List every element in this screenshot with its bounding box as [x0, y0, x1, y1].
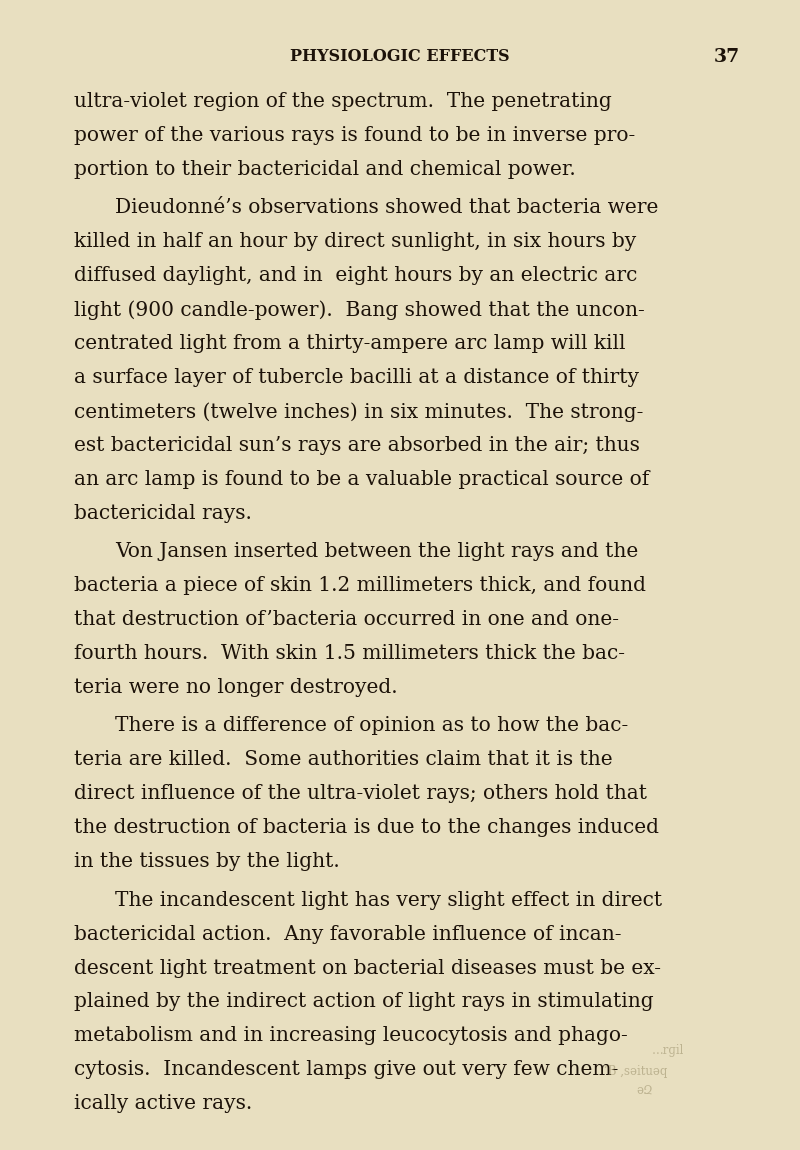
Text: est bactericidal sun’s rays are absorbed in the air; thus: est bactericidal sun’s rays are absorbed… [74, 436, 639, 455]
Text: an arc lamp is found to be a valuable practical source of: an arc lamp is found to be a valuable pr… [74, 469, 649, 489]
Text: ’B ,səituəq: ’B ,səituəq [604, 1065, 667, 1078]
Text: portion to their bactericidal and chemical power.: portion to their bactericidal and chemic… [74, 160, 575, 179]
Text: diffused daylight, and in  eight hours by an electric arc: diffused daylight, and in eight hours by… [74, 266, 637, 285]
Text: direct influence of the ultra-violet rays; others hold that: direct influence of the ultra-violet ray… [74, 784, 646, 804]
Text: …rɡil: …rɡil [652, 1044, 684, 1057]
Text: fourth hours.  With skin 1.5 millimeters thick the bac-: fourth hours. With skin 1.5 millimeters … [74, 644, 625, 664]
Text: teria were no longer destroyed.: teria were no longer destroyed. [74, 677, 398, 697]
Text: bacteria a piece of skin 1.2 millimeters thick, and found: bacteria a piece of skin 1.2 millimeters… [74, 576, 646, 596]
Text: Dieudonné’s observations showed that bacteria were: Dieudonné’s observations showed that bac… [115, 198, 658, 217]
Text: əԶ: əԶ [636, 1084, 653, 1097]
Text: metabolism and in increasing leucocytosis and phago-: metabolism and in increasing leucocytosi… [74, 1026, 627, 1045]
Text: There is a difference of opinion as to how the bac-: There is a difference of opinion as to h… [115, 716, 629, 736]
Text: teria are killed.  Some authorities claim that it is the: teria are killed. Some authorities claim… [74, 750, 612, 769]
Text: descent light treatment on bacterial diseases must be ex-: descent light treatment on bacterial dis… [74, 958, 661, 978]
Text: that destruction of’bacteria occurred in one and one-: that destruction of’bacteria occurred in… [74, 610, 618, 629]
Text: bactericidal rays.: bactericidal rays. [74, 504, 251, 523]
Text: centrated light from a thirty-ampere arc lamp will kill: centrated light from a thirty-ampere arc… [74, 334, 625, 353]
Text: plained by the indirect action of light rays in stimulating: plained by the indirect action of light … [74, 992, 654, 1012]
Text: the destruction of bacteria is due to the changes induced: the destruction of bacteria is due to th… [74, 818, 658, 837]
Text: The incandescent light has very slight effect in direct: The incandescent light has very slight e… [115, 890, 662, 910]
Text: in the tissues by the light.: in the tissues by the light. [74, 852, 339, 872]
Text: ultra-violet region of the spectrum.  The penetrating: ultra-violet region of the spectrum. The… [74, 92, 611, 112]
Text: killed in half an hour by direct sunlight, in six hours by: killed in half an hour by direct sunligh… [74, 232, 636, 252]
Text: 37: 37 [714, 48, 740, 67]
Text: cytosis.  Incandescent lamps give out very few chem-: cytosis. Incandescent lamps give out ver… [74, 1060, 618, 1080]
Text: power of the various rays is found to be in inverse pro-: power of the various rays is found to be… [74, 125, 635, 145]
Text: ically active rays.: ically active rays. [74, 1094, 252, 1113]
Text: a surface layer of tubercle bacilli at a distance of thirty: a surface layer of tubercle bacilli at a… [74, 368, 638, 388]
Text: centimeters (twelve inches) in six minutes.  The strong-: centimeters (twelve inches) in six minut… [74, 401, 643, 422]
Text: bactericidal action.  Any favorable influence of incan-: bactericidal action. Any favorable influ… [74, 925, 621, 944]
Text: light (900 candle-power).  Bang showed that the uncon-: light (900 candle-power). Bang showed th… [74, 300, 644, 320]
Text: Von Jansen inserted between the light rays and the: Von Jansen inserted between the light ra… [115, 542, 638, 561]
Text: PHYSIOLOGIC EFFECTS: PHYSIOLOGIC EFFECTS [290, 48, 510, 66]
